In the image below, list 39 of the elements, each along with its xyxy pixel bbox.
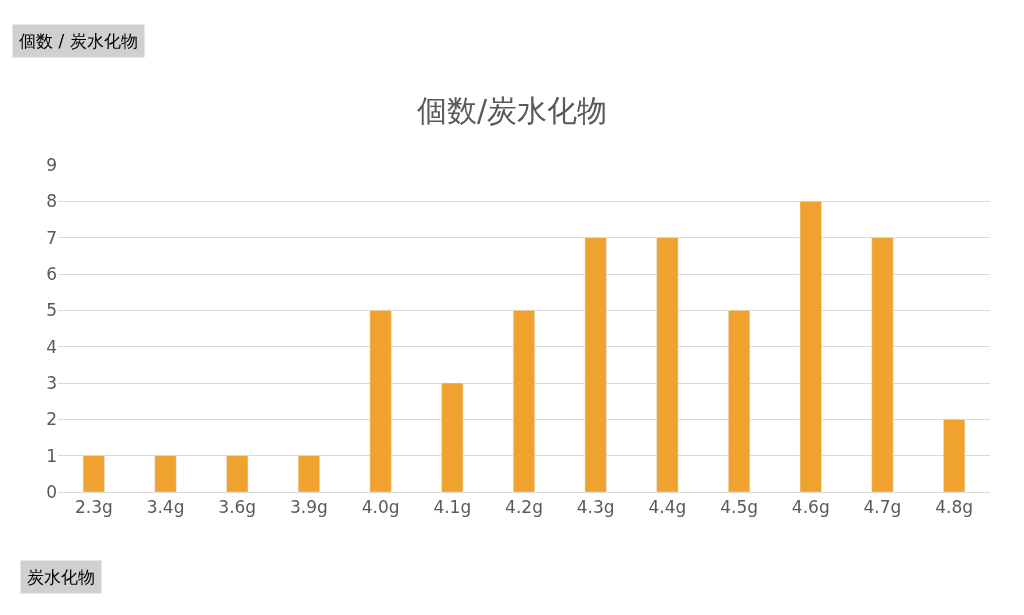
bar — [513, 310, 535, 492]
x-tick-label: 4.6g — [791, 497, 830, 518]
y-tick-label: 8 — [46, 191, 57, 212]
y-tick-label: 5 — [46, 300, 57, 321]
y-tick-label: 1 — [46, 445, 57, 466]
y-tick-label: 6 — [46, 263, 57, 284]
bar — [369, 310, 392, 492]
bar — [799, 201, 822, 492]
y-tick-label: 3 — [46, 372, 57, 393]
x-tick-label: 4.5g — [720, 497, 758, 518]
chart-title: 個数/炭水化物 — [416, 93, 608, 129]
bar — [871, 237, 894, 492]
x-tick-label: 3.9g — [290, 497, 328, 518]
y-tick-label: 2 — [46, 409, 57, 430]
text: 個数 / 炭水化物 — [19, 31, 138, 51]
x-tick-label: 4.1g — [433, 497, 472, 518]
bar — [226, 455, 249, 492]
x-tick-label: 2.3g — [74, 497, 113, 518]
bar — [728, 310, 751, 492]
x-tick-label: 4.4g — [648, 497, 687, 518]
x-tick-label: 4.2g — [505, 497, 543, 518]
bar — [943, 419, 966, 492]
x-tick-label: 3.4g — [146, 497, 185, 518]
x-tick-label: 4.0g — [361, 497, 400, 518]
bar — [656, 237, 679, 492]
bar — [297, 455, 320, 492]
x-tick-label: 3.6g — [218, 497, 257, 518]
y-tick-label: 0 — [46, 481, 57, 502]
y-tick-label: 9 — [46, 154, 57, 175]
x-tick-label: 4.7g — [863, 497, 902, 518]
x-tick-label: 4.8g — [935, 497, 974, 518]
y-tick-label: 7 — [46, 227, 57, 248]
y-tick-label: 4 — [46, 336, 57, 357]
bar — [82, 455, 105, 492]
x-tick-label: 4.3g — [576, 497, 615, 518]
text: 炭水化物 — [27, 567, 95, 587]
bar — [154, 455, 177, 492]
bar — [584, 237, 607, 492]
bar — [441, 382, 464, 492]
